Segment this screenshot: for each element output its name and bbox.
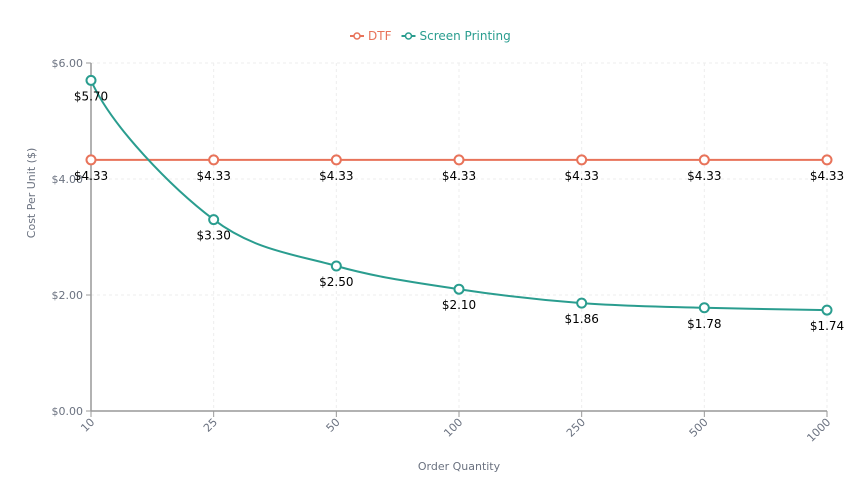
grid <box>91 62 828 411</box>
legend-label: DTF <box>368 29 392 43</box>
data-point[interactable] <box>698 302 710 314</box>
data-point[interactable] <box>453 154 465 166</box>
data-point[interactable] <box>208 214 220 226</box>
data-label: $4.33 <box>442 169 476 183</box>
legend-marker-icon <box>353 32 361 40</box>
data-label: $4.33 <box>319 169 353 183</box>
data-label: $4.33 <box>564 169 598 183</box>
x-ticks: 10 25 50 100 250 500 1000 <box>78 411 833 445</box>
x-tick-label: 250 <box>564 416 588 440</box>
data-point[interactable] <box>576 154 588 166</box>
data-label: $2.10 <box>442 298 476 312</box>
x-tick-label: 25 <box>201 416 220 435</box>
legend-marker-icon <box>404 32 413 40</box>
legend-item-dtf[interactable]: DTF <box>350 29 392 43</box>
x-tick-label: 1000 <box>804 416 833 445</box>
x-tick-label: 100 <box>441 416 465 440</box>
data-point[interactable] <box>576 297 588 309</box>
data-point[interactable] <box>453 283 465 295</box>
y-tick-label: $2.00 <box>52 289 84 302</box>
x-axis-title: Order Quantity <box>418 460 501 473</box>
y-tick-label: $4.00 <box>52 173 84 186</box>
x-tick-label: 50 <box>324 416 343 435</box>
data-label: $4.33 <box>810 169 844 183</box>
x-tick-label: 500 <box>687 416 711 440</box>
data-label: $4.33 <box>687 169 721 183</box>
y-tick-label: $0.00 <box>52 405 84 418</box>
x-tick-label: 10 <box>78 416 97 435</box>
y-axis-title: Cost Per Unit ($) <box>25 148 38 238</box>
data-point[interactable] <box>821 304 833 316</box>
data-labels: $4.33 $4.33 $4.33 $4.33 $4.33 $4.33 $4.33 $5.70… <box>74 89 844 333</box>
data-label: $1.86 <box>564 312 598 326</box>
data-point[interactable] <box>85 74 97 86</box>
data-label: $1.78 <box>687 317 721 331</box>
data-label: $3.30 <box>196 229 230 243</box>
data-point[interactable] <box>85 154 97 166</box>
data-label: $4.33 <box>74 169 108 183</box>
legend-item-screen-printing[interactable]: Screen Printing <box>401 29 511 43</box>
data-point[interactable] <box>698 154 710 166</box>
y-ticks: $0.00 $2.00 $4.00 $6.00 <box>52 57 91 418</box>
series <box>85 74 833 316</box>
legend: DTF Screen Printing <box>350 29 511 43</box>
data-label: $1.74 <box>810 319 844 333</box>
data-point[interactable] <box>208 154 220 166</box>
data-label: $2.50 <box>319 275 353 289</box>
data-point[interactable] <box>330 154 342 166</box>
legend-label: Screen Printing <box>419 29 510 43</box>
data-label: $5.70 <box>74 89 108 103</box>
data-label: $4.33 <box>196 169 230 183</box>
data-point[interactable] <box>821 154 833 166</box>
y-tick-label: $6.00 <box>52 57 84 70</box>
data-point[interactable] <box>330 260 342 272</box>
